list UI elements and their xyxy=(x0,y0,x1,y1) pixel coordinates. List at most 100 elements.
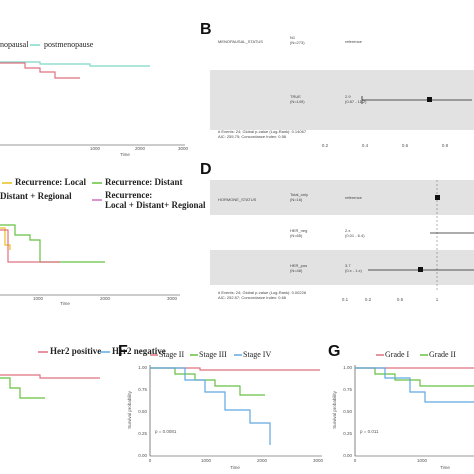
legend-label: Local + Distant+ Regional xyxy=(105,200,206,210)
n: (N=149) xyxy=(290,99,305,104)
y-tick-label: 1.00 xyxy=(138,365,147,370)
curve xyxy=(0,374,100,379)
x-tick-label: 1000 xyxy=(33,296,44,301)
axes xyxy=(149,365,322,457)
legend-label: Her2 negative xyxy=(112,346,166,356)
panel-d: D HORMONE_STATUS Total_only (N=16) refer… xyxy=(200,161,474,302)
ci: (0.01 - 6.4) xyxy=(345,233,365,238)
x-tick-label: 1000 xyxy=(201,458,212,463)
estimate: 2.x xyxy=(345,228,350,233)
n: (N=85) xyxy=(290,233,303,238)
x-tick-label: 0.4 xyxy=(362,143,369,148)
legend-label: postmenopause xyxy=(44,40,94,49)
n: (N=46) xyxy=(290,268,303,273)
panel-label: B xyxy=(200,21,212,38)
panel-b: B MENOPAUSAL_STATUS N1 (N=273) reference… xyxy=(200,21,474,148)
x-tick-label: 0.2 xyxy=(365,297,372,302)
row-band xyxy=(210,250,474,285)
curve xyxy=(0,62,80,79)
legend-label: nopausal xyxy=(0,40,29,49)
curve xyxy=(0,227,11,250)
x-tick-label: 2000 xyxy=(100,296,111,301)
y-tick-label: 0.25 xyxy=(343,431,352,436)
curve xyxy=(0,229,60,263)
panel-label: G xyxy=(328,343,340,360)
y-axis-title: Survival probability xyxy=(127,390,132,429)
legend-label: Her2 positive xyxy=(50,346,101,356)
row-band xyxy=(210,180,474,215)
curve xyxy=(355,367,474,403)
estimate: 3.7 xyxy=(345,263,351,268)
y-tick-label: 0.00 xyxy=(138,453,147,458)
curve xyxy=(0,61,150,67)
x-tick-label: 2000 xyxy=(135,146,146,151)
footnote: # Events: 24; Global p-value (Log-Rank):… xyxy=(218,129,307,134)
y-axis-title: Survival probability xyxy=(332,390,337,429)
x-tick-label: 0.8 xyxy=(442,143,449,148)
legend-label: Distant + Regional xyxy=(0,191,72,201)
x-axis-title: Time xyxy=(440,465,450,470)
legend-label: Recurrence: Local xyxy=(15,177,87,187)
y-tick-label: 0.75 xyxy=(343,387,352,392)
legend-label: Grade II xyxy=(429,350,456,359)
point xyxy=(435,195,440,200)
curve xyxy=(355,367,474,387)
n: (N=273) xyxy=(290,40,305,45)
legend-label: Stage III xyxy=(199,350,227,359)
curve xyxy=(150,367,265,396)
curve xyxy=(0,224,105,263)
x-tick-label: 0.2 xyxy=(322,143,329,148)
estimate: 2.9 xyxy=(345,94,351,99)
x-tick-label: 3000 xyxy=(178,146,189,151)
ci: (0.x - 1.x) xyxy=(345,268,363,273)
point xyxy=(427,97,432,102)
panel-g: G Grade I Grade II 1.00 0.75 0.50 0.25 0… xyxy=(328,343,474,470)
y-tick-label: 0.00 xyxy=(343,453,352,458)
panel-c: Recurrence: Local Recurrence: Distant Di… xyxy=(0,177,206,306)
ci: (0.87 - 11.2) xyxy=(345,99,367,104)
y-tick-label: 0.50 xyxy=(138,409,147,414)
footnote: AIC: 255.75; Concordance Index: 0.56 xyxy=(218,134,287,139)
panel-label: D xyxy=(200,161,212,178)
point xyxy=(418,267,423,272)
p-value: p = 0.011 xyxy=(360,429,379,434)
group: N1 xyxy=(290,35,296,40)
x-tick-label: 0.6 xyxy=(402,143,409,148)
y-tick-label: 0.75 xyxy=(138,387,147,392)
group: TRUE xyxy=(290,94,301,99)
x-tick-label: 0.5 xyxy=(397,297,404,302)
estimate: reference xyxy=(345,195,363,200)
panel-a: nopausal postmenopause 1000 2000 3000 Ti… xyxy=(0,40,189,157)
x-axis-title: Time xyxy=(60,301,70,306)
curve xyxy=(150,367,271,445)
x-tick-label: 3000 xyxy=(313,458,324,463)
panel-e: Her2 positive Her2 negative xyxy=(0,346,166,399)
legend-label: Stage II xyxy=(159,350,184,359)
legend-label: Grade I xyxy=(385,350,410,359)
curve xyxy=(0,377,45,399)
panel-label: F xyxy=(118,343,128,360)
group: HER_pos xyxy=(290,263,307,268)
footnote: AIC: 252.57; Concordance Index: 0.66 xyxy=(218,295,287,300)
x-tick-label: 0 xyxy=(149,458,152,463)
y-tick-label: 0.50 xyxy=(343,409,352,414)
group: Total_only xyxy=(290,192,308,197)
x-tick-label: 1000 xyxy=(90,146,101,151)
legend-label: Stage IV xyxy=(243,350,271,359)
x-axis-title: Time xyxy=(120,152,130,157)
panel-f: F Stage II Stage III Stage IV 1.00 0.75 … xyxy=(118,343,324,470)
estimate: reference xyxy=(345,39,363,44)
x-tick-label: 1 xyxy=(436,297,439,302)
legend-label: Recurrence: Distant xyxy=(105,177,183,187)
p-value: p = 0.0081 xyxy=(155,429,177,434)
axes xyxy=(354,365,474,457)
group: HER_neg xyxy=(290,228,307,233)
footnote: # Events: 24; Global p-value (Log-Rank):… xyxy=(218,290,307,295)
x-tick-label: 0.1 xyxy=(342,297,349,302)
x-tick-label: 0 xyxy=(354,458,357,463)
x-tick-label: 3000 xyxy=(167,296,178,301)
y-tick-label: 0.25 xyxy=(138,431,147,436)
variable: HORMONE_STATUS xyxy=(218,197,257,202)
variable: MENOPAUSAL_STATUS xyxy=(218,39,263,44)
